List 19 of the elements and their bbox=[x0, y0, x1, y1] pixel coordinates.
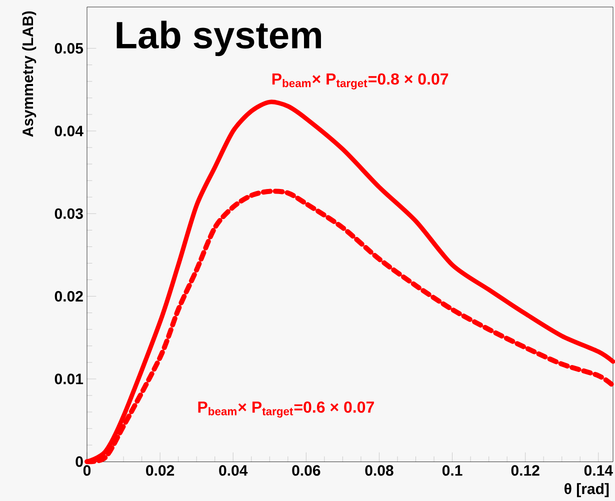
x-tick-label: 0.06 bbox=[292, 465, 320, 476]
x-tick-label: 0.14 bbox=[584, 465, 613, 476]
annotation: P$_{beam}$× P$_{target}$=0.6 × 0.07 bbox=[198, 401, 374, 418]
x-tick-label: 0.12 bbox=[511, 465, 540, 476]
x-tick-label: 0.1 bbox=[442, 465, 462, 476]
x-tick-label: 0 bbox=[83, 465, 91, 476]
x-tick-label: 0.04 bbox=[219, 465, 248, 476]
y-tick-label: 0 bbox=[76, 456, 83, 467]
chart-title: Lab system bbox=[116, 20, 321, 56]
annotation: P$_{beam}$× P$_{target}$=0.8 × 0.07 bbox=[272, 73, 448, 90]
y-tick-label: 0.01 bbox=[54, 374, 84, 384]
y-tick-label: 0.05 bbox=[54, 43, 84, 54]
x-axis-title: θ [rad] bbox=[564, 483, 609, 498]
y-axis-title: Asymmetry (LAB) bbox=[22, 11, 36, 137]
x-tick-label: 0.02 bbox=[146, 465, 174, 476]
x-tick-label: 0.08 bbox=[365, 465, 394, 476]
y-tick-label: 0.04 bbox=[54, 126, 84, 136]
y-tick-label: 0.02 bbox=[54, 290, 83, 302]
y-tick-label: 0.03 bbox=[54, 208, 83, 219]
